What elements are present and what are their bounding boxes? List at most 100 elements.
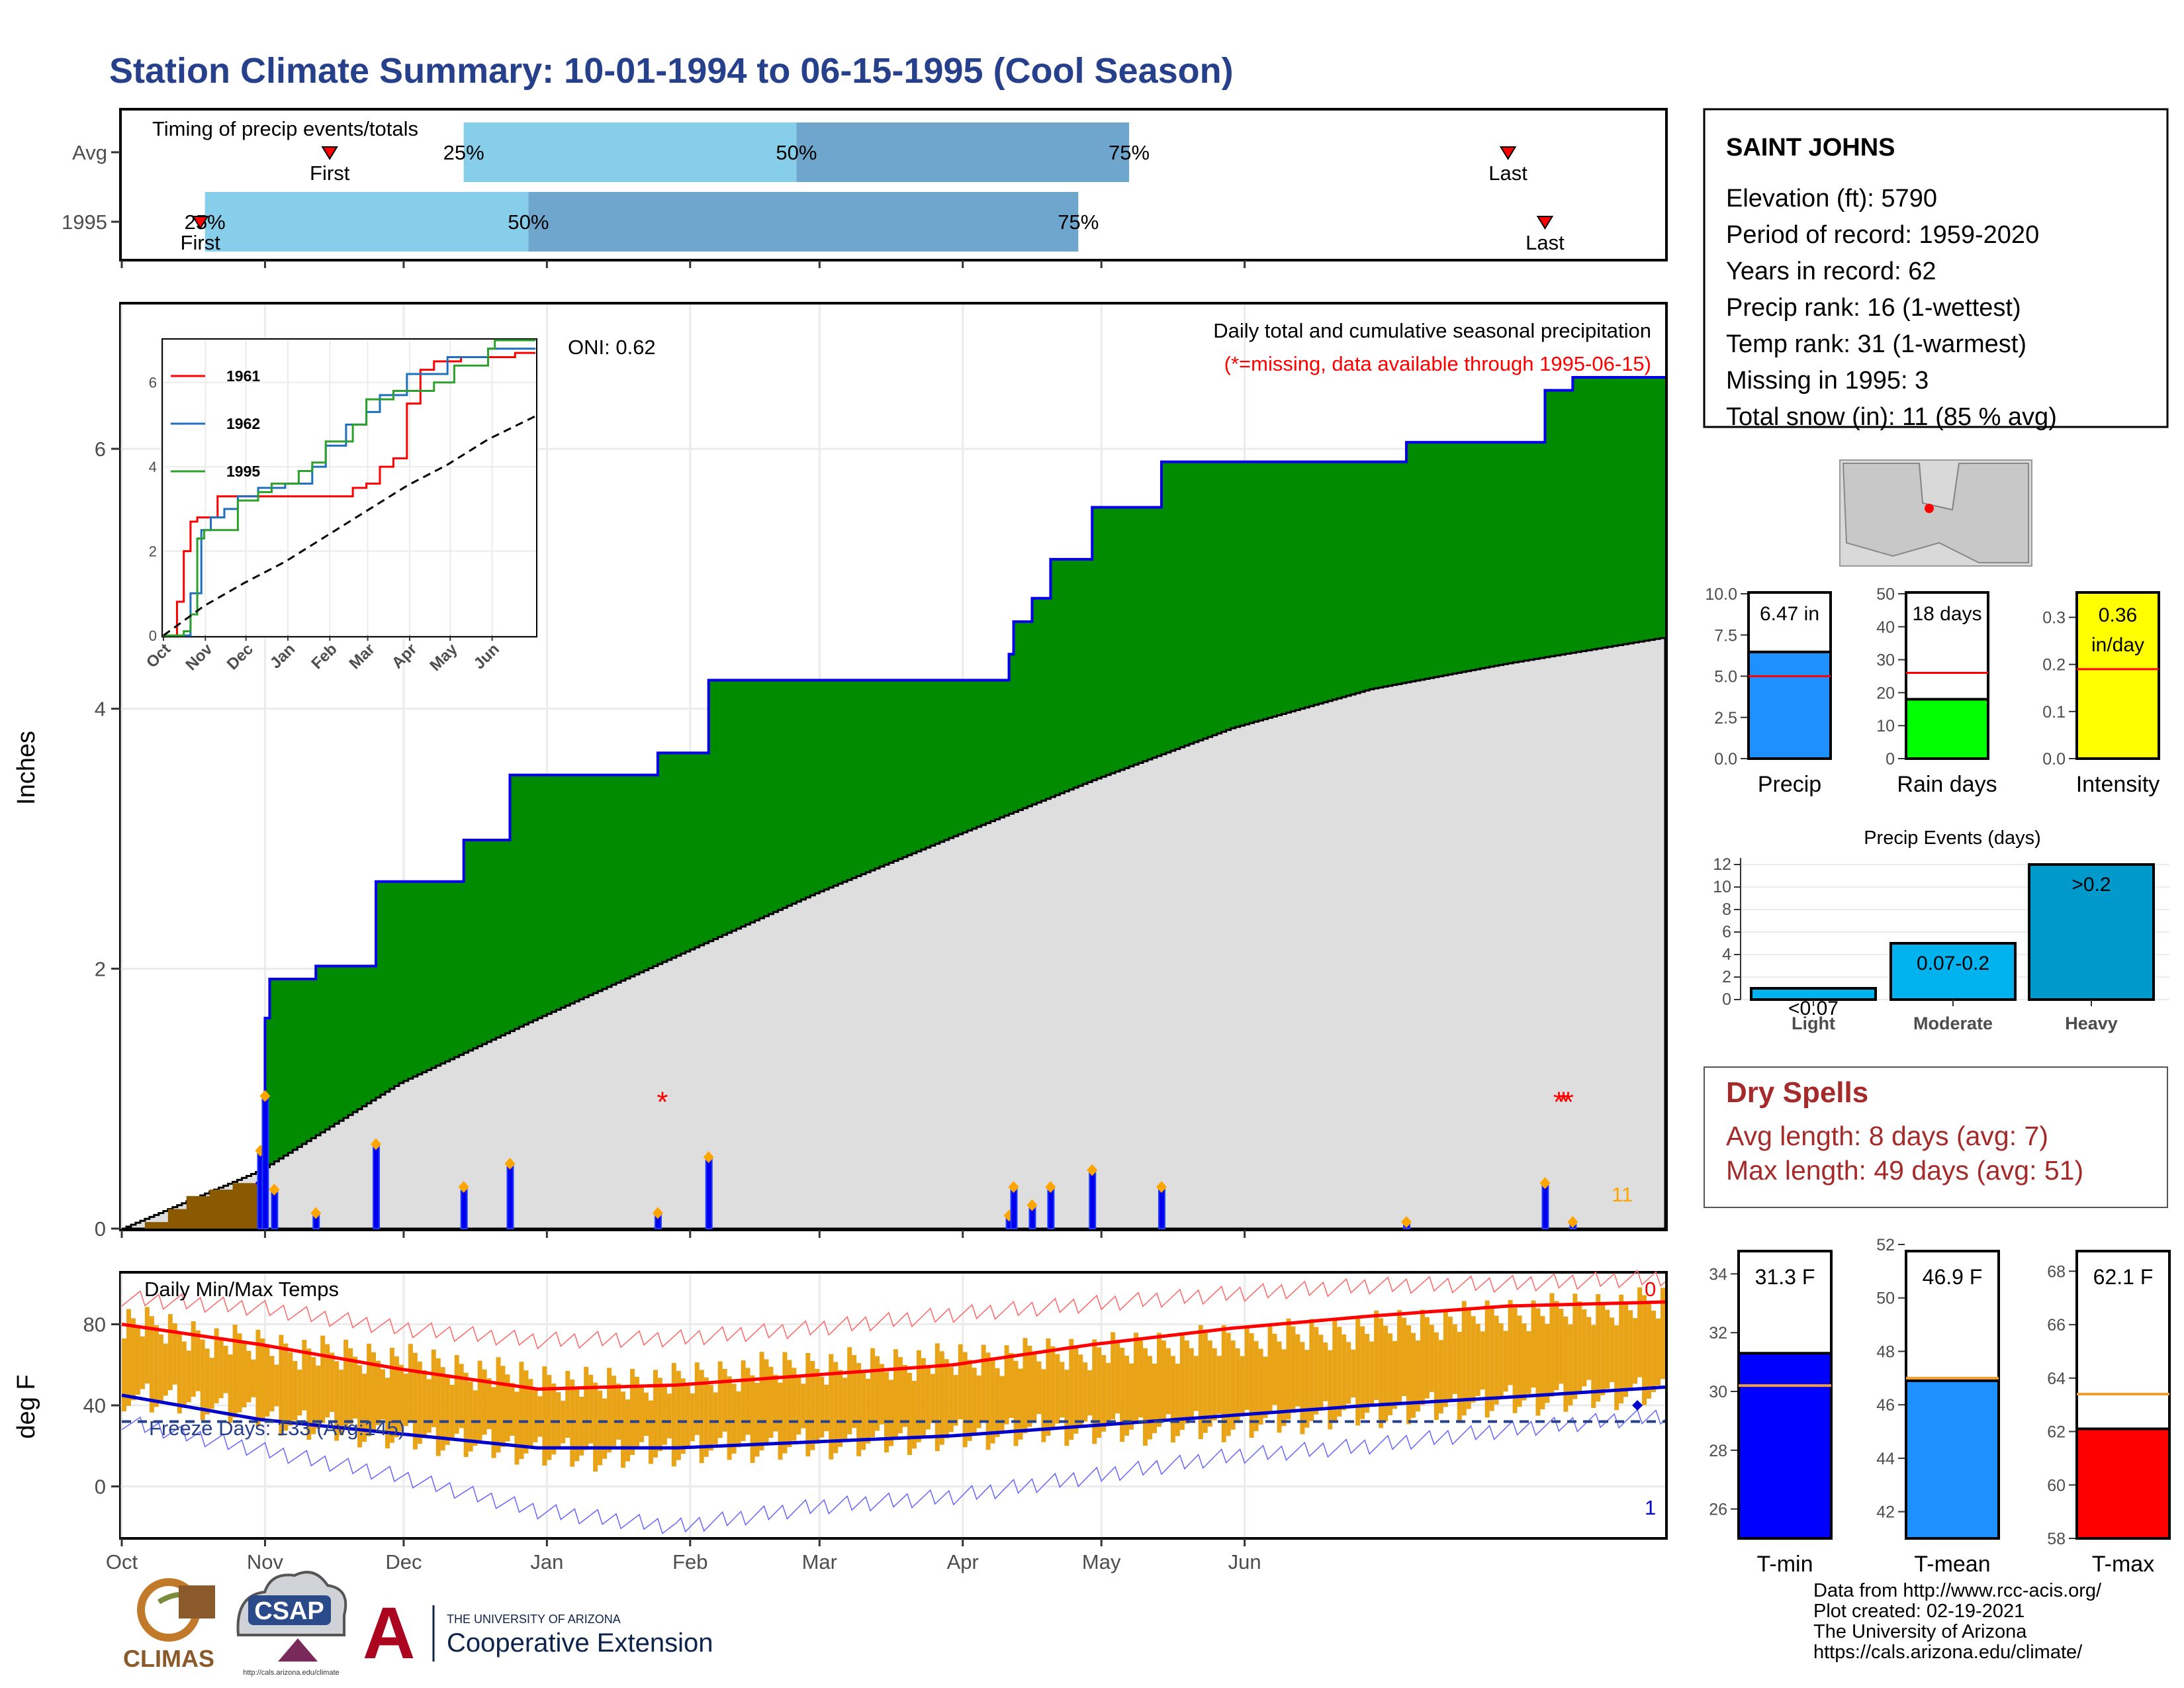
daily-temp-bar — [1517, 1315, 1522, 1407]
footer-line-url: https://cals.arizona.edu/climate/ — [1813, 1642, 2083, 1663]
daily-temp-bar — [1300, 1342, 1305, 1434]
daily-temp-bar — [699, 1370, 704, 1464]
daily-temp-bar — [561, 1401, 566, 1444]
daily-temp-bar — [1402, 1317, 1407, 1397]
daily-temp-bar — [191, 1321, 196, 1397]
daily-temp-bar — [200, 1339, 205, 1421]
daily-temp-bar — [1447, 1317, 1453, 1401]
daily-temp-bar — [1614, 1325, 1619, 1411]
daily-temp-bar — [616, 1383, 621, 1440]
daily-temp-bar — [1018, 1368, 1023, 1440]
inset-series-line — [163, 415, 536, 637]
dry-spells-box: Dry Spells Avg length: 8 days (avg: 7) M… — [1704, 1066, 2168, 1208]
daily-temp-bar — [449, 1384, 455, 1440]
daily-temp-bar — [1637, 1287, 1643, 1378]
daily-temp-bar — [1466, 1308, 1471, 1409]
daily-precip-marker — [310, 1207, 322, 1219]
month-tick-label: Nov — [247, 1550, 284, 1573]
daily-temp-bar — [1568, 1324, 1573, 1406]
month-tick-label: Oct — [106, 1550, 138, 1573]
daily-temp-bar — [690, 1393, 695, 1442]
station-info-line: Period of record: 1959-2020 — [1726, 221, 2039, 249]
temp-summary-y-tick-label: 62 — [2047, 1423, 2066, 1442]
daily-temp-bar — [1124, 1355, 1130, 1436]
daily-temp-bar — [1314, 1327, 1319, 1415]
daily-temp-bar — [1374, 1310, 1379, 1400]
daily-temp-bar — [792, 1368, 797, 1441]
ua-large-text: Cooperative Extension — [447, 1628, 713, 1658]
early-season-area — [122, 1150, 261, 1229]
daily-temp-bar — [1383, 1325, 1388, 1422]
temp-title: Daily Min/Max Temps — [144, 1278, 339, 1301]
daily-temp-bar — [1092, 1339, 1097, 1444]
daily-temp-bar — [907, 1373, 912, 1456]
daily-temp-bar — [1549, 1293, 1555, 1397]
timing-pct-50: 50% — [776, 141, 817, 164]
daily-temp-bar — [1461, 1301, 1467, 1416]
events-y-tick-label: 0 — [1722, 990, 1731, 1009]
temp-summary-value-label: 31.3 F — [1755, 1265, 1815, 1289]
daily-temp-bar — [1559, 1309, 1564, 1384]
daily-temp-bar — [496, 1357, 501, 1453]
freeze-days-label: Freeze Days: 133 (Avg:145) — [149, 1417, 405, 1440]
daily-temp-bar — [875, 1356, 880, 1431]
month-tick-label: Feb — [672, 1550, 707, 1573]
events-category-label: Heavy — [2065, 1013, 2118, 1033]
daily-temp-bar — [398, 1364, 404, 1432]
daily-temp-bar — [1600, 1301, 1606, 1395]
events-y-tick-label: 10 — [1713, 878, 1731, 896]
timing-first-label: First — [310, 162, 350, 185]
daily-temp-bar — [1415, 1340, 1420, 1412]
daily-temp-bar — [172, 1323, 177, 1385]
daily-temp-bar — [1365, 1334, 1370, 1413]
figure-title: Station Climate Summary: 10-01-1994 to 0… — [109, 51, 1234, 91]
daily-temp-bar — [1379, 1318, 1384, 1429]
daily-temp-bar — [930, 1374, 935, 1423]
daily-precip-marker — [652, 1207, 663, 1219]
daily-temp-bar — [598, 1390, 603, 1466]
daily-temp-bar — [367, 1343, 372, 1436]
temp-summary-category-label: T-min — [1757, 1552, 1813, 1577]
daily-temp-bar — [1235, 1348, 1240, 1423]
summary-bar-fill — [2075, 591, 2160, 760]
daily-temp-bar — [1134, 1333, 1139, 1424]
daily-temp-bar — [1610, 1317, 1615, 1382]
daily-temp-bar — [1106, 1362, 1111, 1426]
daily-temp-bar — [246, 1350, 251, 1403]
daily-temp-bar — [1360, 1326, 1365, 1419]
daily-precip-marker — [1401, 1216, 1412, 1229]
daily-temp-bar — [889, 1380, 893, 1446]
timing-label: Timing of precip events/totals — [152, 117, 418, 140]
daily-temp-bar — [1064, 1370, 1069, 1446]
daily-temp-bar — [685, 1385, 690, 1448]
daily-temp-bar — [348, 1348, 353, 1425]
daily-temp-bar — [635, 1376, 639, 1449]
tmin-record-line — [121, 1409, 1666, 1534]
daily-temp-bar — [1069, 1338, 1074, 1440]
daily-temp-bar — [1494, 1315, 1499, 1405]
daily-temp-bar — [195, 1330, 201, 1391]
daily-temp-bar — [1207, 1340, 1212, 1427]
tmax-avg-line — [121, 1300, 1666, 1391]
daily-temp-bar — [523, 1370, 529, 1454]
daily-temp-bar — [1267, 1325, 1273, 1412]
daily-temp-bar — [1489, 1308, 1494, 1411]
daily-temp-bar — [861, 1370, 866, 1450]
daily-temp-bar — [1277, 1341, 1282, 1433]
daily-temp-bar — [126, 1309, 131, 1406]
daily-temp-bar — [796, 1376, 801, 1435]
precip-events-chart: Precip Events (days) 024681012<0.07Light… — [1713, 827, 2169, 1033]
precip-y-tick-label: 2 — [95, 957, 106, 980]
daily-temp-bar — [972, 1368, 977, 1435]
temp-summary-y-tick-label: 32 — [1709, 1324, 1727, 1342]
daily-temp-bar — [260, 1338, 265, 1422]
temp-summary-y-tick-label: 50 — [1876, 1289, 1895, 1308]
dry-spells-avg: Avg length: 8 days (avg: 7) — [1726, 1121, 2048, 1151]
daily-temp-bar — [477, 1360, 482, 1440]
daily-temp-bar — [1318, 1335, 1324, 1408]
daily-temp-bar — [921, 1358, 926, 1436]
daily-temp-bar — [1161, 1340, 1166, 1421]
timing-first-label: First — [181, 231, 221, 254]
daily-temp-bar — [463, 1372, 469, 1458]
